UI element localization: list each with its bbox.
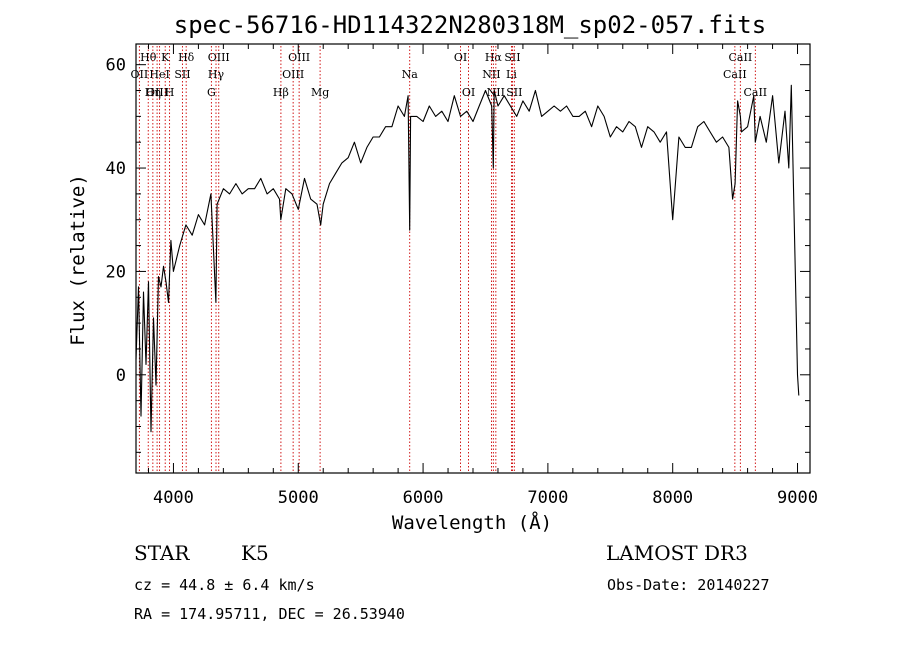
redshift-text: cz = 44.8 ± 6.4 km/s bbox=[134, 576, 315, 594]
spectral-line-label: Hα bbox=[485, 51, 503, 64]
spectral-line-label: H bbox=[165, 86, 175, 99]
object-subclass: K5 bbox=[241, 541, 269, 565]
spectral-line-label: NII bbox=[482, 68, 500, 81]
y-tick-label: 40 bbox=[106, 159, 126, 179]
spectral-line-label: Hδ bbox=[178, 51, 195, 64]
coordinates: RA = 174.95711, DEC = 26.53940 bbox=[134, 605, 405, 623]
spectral-line-label: Na bbox=[402, 68, 419, 81]
spectral-line-label: G bbox=[207, 86, 216, 99]
x-axis-label: Wavelength (Å) bbox=[392, 511, 552, 534]
spectral-line-label: Mg bbox=[311, 86, 329, 99]
spectral-line-label: OIII bbox=[288, 51, 310, 64]
spectral-line-label: CaII bbox=[723, 68, 747, 81]
spectral-line-label: K bbox=[161, 51, 170, 64]
x-tick-label: 4000 bbox=[153, 488, 194, 508]
spectral-line-label: OIII bbox=[146, 86, 168, 99]
object-class: STAR bbox=[134, 541, 190, 565]
spectral-line-label: SII bbox=[174, 68, 190, 81]
spectral-line-label: Hγ bbox=[208, 68, 225, 81]
spectral-line-label: Hη bbox=[145, 86, 161, 99]
spectral-line-label: CaII bbox=[729, 51, 753, 64]
spectral-line-label: OIII bbox=[208, 51, 230, 64]
x-tick-label: 6000 bbox=[403, 488, 444, 508]
x-tick-label: 5000 bbox=[278, 488, 319, 508]
spectral-line-label: HeI bbox=[149, 68, 169, 81]
obs-date: Obs-Date: 20140227 bbox=[607, 576, 770, 594]
survey-name: LAMOST DR3 bbox=[606, 541, 748, 565]
y-tick-label: 0 bbox=[116, 366, 126, 386]
spectral-line-label: OI bbox=[454, 51, 467, 64]
spectral-line-label: SII bbox=[504, 51, 520, 64]
spectral-line-label: OI bbox=[462, 86, 475, 99]
spectral-line-label: Hβ bbox=[273, 86, 289, 99]
axis-ticks: 4000 5000 6000 7000 8000 9000 0 20 40 60 bbox=[106, 44, 818, 508]
series-layer bbox=[135, 84, 800, 433]
chart-title: spec-56716-HD114322N280318M_sp02-057.fit… bbox=[174, 11, 766, 39]
plot-frame bbox=[135, 43, 811, 474]
flux-series-line bbox=[135, 84, 800, 433]
x-tick-label: 8000 bbox=[652, 488, 693, 508]
spectral-line-label: OII bbox=[131, 68, 149, 81]
spectral-line-label: CaII bbox=[743, 86, 767, 99]
spectral-line-label: SII bbox=[506, 86, 522, 99]
spectral-line-label: Li bbox=[506, 68, 517, 81]
y-tick-label: 60 bbox=[106, 56, 126, 76]
spectral-line-label: NII bbox=[487, 86, 505, 99]
spectral-line-label: Hθ bbox=[140, 51, 157, 64]
x-tick-label: 7000 bbox=[527, 488, 568, 508]
spectral-lines: Hθ OII OIII K HeI Hη SII H Hδ OIII Hγ G OIII OIII Hβ Mg… bbox=[131, 46, 767, 473]
y-axis-label: Flux (relative) bbox=[67, 174, 89, 346]
spectral-line-label: OIII bbox=[282, 68, 304, 81]
x-tick-label: 9000 bbox=[777, 488, 818, 508]
y-tick-label: 20 bbox=[106, 262, 126, 282]
